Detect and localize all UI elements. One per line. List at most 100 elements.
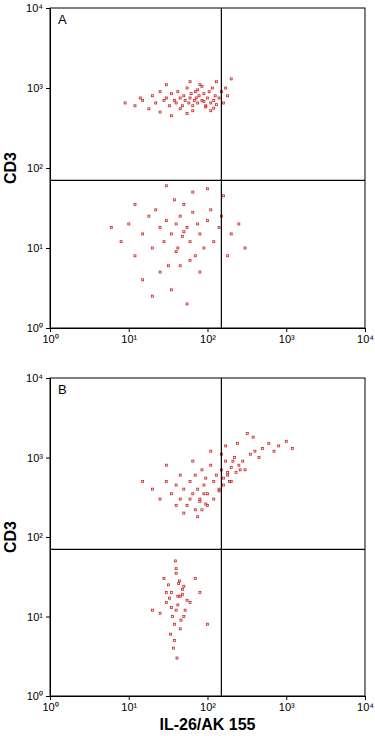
point: [207, 493, 209, 495]
y-tick: 10⁴: [26, 372, 50, 384]
point: [195, 97, 197, 99]
y-tick-label: 10⁴: [26, 372, 43, 384]
point: [175, 251, 177, 253]
point: [223, 484, 225, 486]
point: [210, 110, 212, 112]
y-tick: 10²: [27, 531, 50, 543]
y-tick-mark: [46, 88, 50, 89]
point: [179, 474, 181, 476]
x-tick: 10⁴: [357, 696, 374, 713]
x-tick: 10³: [279, 328, 295, 345]
point: [151, 488, 153, 490]
point: [203, 247, 205, 249]
y-tick-mark: [46, 458, 50, 459]
point: [210, 209, 212, 211]
y-tick-label: 10¹: [27, 242, 43, 254]
point: [142, 99, 144, 101]
point: [159, 227, 161, 229]
point: [213, 480, 215, 482]
point: [159, 111, 161, 113]
point: [172, 616, 174, 618]
y-axis-title: CD3: [2, 152, 19, 184]
point: [181, 593, 183, 595]
point: [268, 443, 270, 445]
point: [142, 480, 144, 482]
point: [194, 509, 196, 511]
point: [213, 107, 215, 109]
point: [179, 498, 181, 500]
point: [189, 602, 191, 604]
y-tick: 10³: [27, 452, 50, 464]
point: [159, 612, 161, 614]
point: [189, 259, 191, 261]
point: [230, 480, 232, 482]
point: [175, 223, 177, 225]
gate-line: [221, 378, 222, 696]
panel: 10⁰10¹10²10³10⁴10⁰10¹10²10³10⁴BCD3IL-26/…: [2, 372, 374, 733]
point: [178, 583, 180, 585]
y-tick: 10²: [27, 162, 50, 174]
point: [120, 241, 122, 243]
point: [230, 466, 232, 468]
point: [194, 91, 196, 93]
point: [273, 450, 275, 452]
panel: 10⁰10¹10²10³10⁴10⁰10¹10²10³10⁴ACD3: [2, 2, 374, 345]
point: [203, 100, 205, 102]
point: [159, 498, 161, 500]
point: [169, 597, 171, 599]
plot-frame: [50, 378, 365, 696]
point: [184, 609, 186, 611]
point: [181, 588, 183, 590]
y-tick-mark: [46, 378, 50, 379]
y-tick-label: 10⁰: [27, 690, 43, 702]
point: [165, 220, 167, 222]
point: [171, 233, 173, 235]
point: [244, 247, 246, 249]
y-tick: 10⁴: [26, 2, 50, 14]
point: [201, 509, 203, 511]
point: [214, 95, 216, 97]
point: [178, 580, 180, 582]
point: [183, 231, 185, 233]
x-tick-label: 10¹: [121, 701, 137, 713]
point: [139, 97, 141, 99]
point: [208, 91, 210, 93]
point: [230, 233, 232, 235]
point: [173, 639, 175, 641]
x-tick: 10²: [200, 696, 216, 713]
point: [171, 115, 173, 117]
point: [134, 105, 136, 107]
point: [151, 609, 153, 611]
point: [163, 99, 165, 101]
x-axis: 10⁰10¹10²10³10⁴: [42, 328, 374, 345]
point: [203, 93, 205, 95]
point: [151, 247, 153, 249]
x-tick: 10¹: [121, 696, 137, 713]
point: [163, 578, 165, 580]
point: [192, 460, 194, 462]
y-axis: 10⁰10¹10²10³10⁴: [26, 372, 50, 702]
point: [232, 460, 234, 462]
y-tick-mark: [46, 537, 50, 538]
point: [203, 493, 205, 495]
point: [165, 480, 167, 482]
point: [142, 279, 144, 281]
point: [183, 95, 185, 97]
point: [244, 469, 246, 471]
x-tick-mark: [129, 696, 130, 700]
point: [179, 97, 181, 99]
point: [186, 227, 188, 229]
point: [223, 195, 225, 197]
point: [159, 271, 161, 273]
y-tick-label: 10²: [27, 162, 43, 174]
x-tick-mark: [208, 328, 209, 332]
gate-line: [221, 8, 222, 328]
x-axis-line: [51, 697, 366, 701]
point: [151, 95, 153, 97]
point: [235, 471, 237, 473]
point: [128, 223, 130, 225]
point: [165, 97, 167, 99]
points: [142, 433, 294, 660]
point: [189, 498, 191, 500]
y-tick-label: 10⁰: [27, 322, 43, 334]
